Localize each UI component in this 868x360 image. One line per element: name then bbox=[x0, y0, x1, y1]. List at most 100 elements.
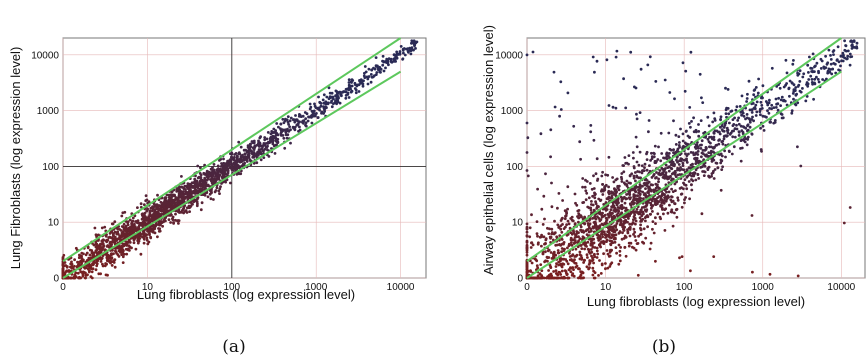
scatter-point bbox=[146, 207, 150, 211]
scatter-point bbox=[745, 143, 749, 147]
scatter-point bbox=[668, 91, 672, 94]
scatter-point bbox=[567, 244, 571, 248]
scatter-point bbox=[409, 49, 413, 53]
scatter-point bbox=[530, 261, 534, 265]
scatter-point bbox=[689, 269, 692, 273]
scatter-point bbox=[810, 81, 814, 84]
scatter-point bbox=[570, 215, 574, 219]
scatter-point bbox=[571, 266, 575, 269]
scatter-point bbox=[585, 180, 589, 183]
scatter-point bbox=[664, 163, 668, 167]
scatter-point bbox=[746, 128, 750, 132]
scatter-point bbox=[543, 217, 546, 221]
scatter-point bbox=[216, 167, 220, 171]
scatter-point bbox=[543, 260, 546, 264]
scatter-point bbox=[235, 154, 239, 158]
scatter-point bbox=[750, 132, 754, 136]
scatter-point bbox=[245, 149, 249, 153]
scatter-point bbox=[177, 188, 181, 191]
x-tick-label: 10000 bbox=[387, 282, 415, 293]
scatter-point bbox=[584, 189, 588, 193]
scatter-point bbox=[535, 220, 539, 224]
scatter-point bbox=[702, 174, 706, 178]
scatter-point bbox=[642, 169, 646, 173]
reference-line-2 bbox=[526, 70, 842, 279]
scatter-point bbox=[539, 132, 543, 136]
scatter-point bbox=[802, 72, 806, 76]
scatter-point bbox=[647, 119, 651, 122]
scatter-point bbox=[393, 57, 396, 61]
scatter-point bbox=[707, 124, 711, 128]
scatter-point bbox=[248, 159, 252, 162]
scatter-point bbox=[574, 247, 578, 251]
scatter-point bbox=[100, 239, 104, 243]
scatter-point bbox=[792, 97, 795, 101]
scatter-point bbox=[553, 105, 557, 109]
x-tick-label: 0 bbox=[524, 282, 530, 293]
scatter-point bbox=[746, 123, 750, 127]
scatter-point bbox=[190, 202, 194, 206]
scatter-point bbox=[661, 167, 665, 171]
scatter-point bbox=[667, 152, 671, 155]
scatter-point bbox=[560, 269, 564, 273]
scatter-point bbox=[258, 142, 261, 146]
scatter-point bbox=[219, 185, 222, 189]
scatter-point bbox=[735, 105, 739, 109]
y-tick-label: 100 bbox=[506, 162, 523, 173]
scatter-point bbox=[69, 276, 73, 280]
scatter-point bbox=[80, 251, 84, 255]
scatter-point bbox=[593, 215, 597, 218]
scatter-point bbox=[589, 206, 593, 210]
scatter-point bbox=[562, 242, 565, 246]
scatter-point bbox=[759, 113, 762, 117]
scatter-point bbox=[369, 80, 373, 84]
scatter-point bbox=[609, 208, 613, 212]
scatter-point bbox=[684, 69, 688, 73]
scatter-point bbox=[525, 151, 529, 154]
scatter-point bbox=[659, 159, 663, 163]
scatter-point bbox=[748, 120, 752, 124]
scatter-point bbox=[652, 188, 656, 192]
scatter-point bbox=[604, 173, 607, 177]
scatter-point bbox=[755, 110, 759, 114]
scatter-point bbox=[313, 102, 316, 106]
scatter-point bbox=[784, 58, 788, 62]
scatter-point bbox=[645, 183, 649, 187]
scatter-point bbox=[160, 221, 164, 225]
scatter-point bbox=[367, 67, 371, 71]
reference-lines-b bbox=[526, 37, 842, 279]
scatter-point bbox=[564, 214, 567, 218]
scatter-point bbox=[629, 181, 632, 185]
scatter-point bbox=[569, 270, 573, 274]
scatter-point bbox=[549, 155, 552, 159]
scatter-point bbox=[663, 229, 667, 232]
scatter-point bbox=[364, 70, 368, 74]
scatter-point bbox=[656, 212, 660, 216]
scatter-point bbox=[636, 242, 640, 245]
scatter-point bbox=[129, 225, 133, 229]
scatter-point bbox=[401, 57, 405, 61]
scatter-point bbox=[161, 224, 165, 228]
scatter-point bbox=[778, 86, 782, 90]
scatter-point bbox=[737, 116, 740, 120]
scatter-point bbox=[274, 131, 278, 135]
scatter-point bbox=[684, 152, 687, 156]
scatter-point bbox=[212, 198, 215, 201]
scatter-point bbox=[592, 261, 595, 265]
scatter-point bbox=[267, 140, 270, 144]
scatter-point bbox=[199, 173, 203, 177]
scatter-point bbox=[641, 210, 645, 214]
scatter-point bbox=[101, 264, 105, 268]
scatter-point bbox=[601, 170, 604, 174]
y-axis-label-b: Airway epithelial cells (log expression … bbox=[481, 25, 496, 275]
scatter-point bbox=[314, 112, 317, 116]
scatter-point bbox=[832, 49, 836, 52]
scatter-point bbox=[548, 263, 552, 267]
scatter-point bbox=[169, 221, 173, 224]
scatter-point bbox=[330, 95, 333, 99]
scatter-point bbox=[560, 217, 564, 221]
scatter-point bbox=[123, 210, 127, 214]
scatter-point bbox=[643, 216, 647, 220]
scatter-point bbox=[395, 54, 398, 58]
scatter-point bbox=[600, 222, 604, 226]
